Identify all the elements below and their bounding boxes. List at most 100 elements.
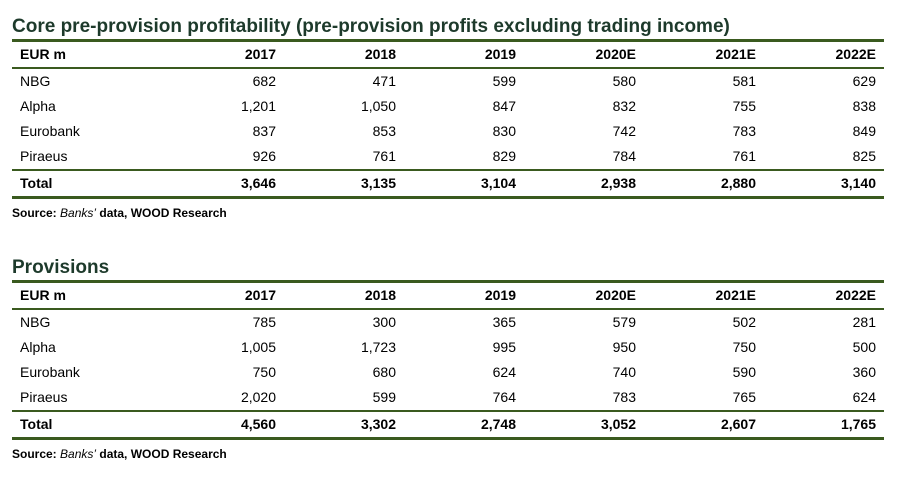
table-cell: 360 <box>852 364 876 380</box>
table-cell: 847 <box>492 98 516 114</box>
table-header-row: EUR m 2017 2018 2019 2020E 2021E 2022E <box>12 281 884 309</box>
profitability-table: EUR m 2017 2018 2019 2020E 2021E 2022E N… <box>12 39 884 199</box>
table-cell: 365 <box>492 314 516 330</box>
table-cell: 830 <box>492 123 516 139</box>
table-cell: 783 <box>732 123 756 139</box>
total-row: Total 3,646 3,135 3,104 2,938 2,880 3,14… <box>12 170 884 198</box>
row-label: NBG <box>20 73 51 89</box>
table-cell: 3,104 <box>480 175 516 191</box>
table-cell: 3,135 <box>360 175 396 191</box>
row-label: Alpha <box>20 339 56 355</box>
column-header: 2022E <box>835 46 876 62</box>
table-cell: 742 <box>612 123 636 139</box>
source-suffix: data, WOOD Research <box>96 206 227 220</box>
table-cell: 680 <box>372 364 396 380</box>
table-row: Alpha 1,005 1,723 995 950 750 500 <box>12 335 884 360</box>
table-cell: 2,880 <box>720 175 756 191</box>
table-cell: 765 <box>732 389 756 405</box>
column-header: 2019 <box>484 287 516 303</box>
table-cell: 502 <box>732 314 756 330</box>
table-row: NBG 785 300 365 579 502 281 <box>12 309 884 335</box>
provisions-section: Provisions EUR m 2017 2018 2019 2020E 20… <box>12 255 884 462</box>
table-cell: 995 <box>492 339 516 355</box>
profitability-section: Core pre-provision profitability (pre-pr… <box>12 14 884 221</box>
source-note: Source: Banks’ data, WOOD Research <box>12 205 884 221</box>
table-cell: 1,005 <box>240 339 276 355</box>
column-header: EUR m <box>20 46 66 62</box>
table-cell: 599 <box>372 389 396 405</box>
table-cell: 599 <box>492 73 516 89</box>
table-cell: 3,140 <box>840 175 876 191</box>
table-cell: 300 <box>372 314 396 330</box>
row-label: Total <box>20 416 53 432</box>
table-header-row: EUR m 2017 2018 2019 2020E 2021E 2022E <box>12 40 884 68</box>
table-cell: 629 <box>852 73 876 89</box>
table-cell: 1,050 <box>360 98 396 114</box>
table-cell: 500 <box>852 339 876 355</box>
table-cell: 1,201 <box>240 98 276 114</box>
table-cell: 1,765 <box>840 416 876 432</box>
profitability-table-title: Core pre-provision profitability (pre-pr… <box>12 16 730 37</box>
table-cell: 590 <box>732 364 756 380</box>
table-row: Piraeus 926 761 829 784 761 825 <box>12 144 884 170</box>
table-cell: 761 <box>732 148 756 164</box>
table-cell: 580 <box>612 73 636 89</box>
table-cell: 579 <box>612 314 636 330</box>
table-cell: 750 <box>732 339 756 355</box>
table-cell: 832 <box>612 98 636 114</box>
table-cell: 740 <box>612 364 636 380</box>
table-cell: 624 <box>852 389 876 405</box>
source-note: Source: Banks’ data, WOOD Research <box>12 446 884 462</box>
table-cell: 3,302 <box>360 416 396 432</box>
table-cell: 281 <box>852 314 876 330</box>
source-prefix: Source: <box>12 447 61 461</box>
table-row: Piraeus 2,020 599 764 783 765 624 <box>12 385 884 411</box>
column-header: 2022E <box>835 287 876 303</box>
row-label: Alpha <box>20 98 56 114</box>
table-row: NBG 682 471 599 580 581 629 <box>12 68 884 94</box>
table-cell: 755 <box>732 98 756 114</box>
row-label: Total <box>20 175 53 191</box>
source-italic: Banks’ <box>60 206 97 220</box>
table-cell: 2,607 <box>720 416 756 432</box>
provisions-table-title: Provisions <box>12 257 110 278</box>
row-label: Piraeus <box>20 148 68 164</box>
table-cell: 3,052 <box>600 416 636 432</box>
source-italic: Banks’ <box>60 447 97 461</box>
total-row: Total 4,560 3,302 2,748 3,052 2,607 1,76… <box>12 411 884 439</box>
column-header: 2020E <box>595 46 636 62</box>
column-header: EUR m <box>20 287 66 303</box>
table-cell: 4,560 <box>240 416 276 432</box>
table-cell: 761 <box>372 148 396 164</box>
column-header: 2019 <box>484 46 516 62</box>
column-header: 2020E <box>595 287 636 303</box>
table-cell: 829 <box>492 148 516 164</box>
table-cell: 682 <box>252 73 276 89</box>
table-cell: 764 <box>492 389 516 405</box>
table-cell: 783 <box>612 389 636 405</box>
row-label: Eurobank <box>20 123 80 139</box>
table-cell: 2,020 <box>240 389 276 405</box>
table-cell: 950 <box>612 339 636 355</box>
table-cell: 581 <box>732 73 756 89</box>
table-cell: 849 <box>852 123 876 139</box>
table-cell: 750 <box>252 364 276 380</box>
table-cell: 624 <box>492 364 516 380</box>
table-cell: 2,748 <box>480 416 516 432</box>
column-header: 2018 <box>364 287 396 303</box>
table-cell: 838 <box>852 98 876 114</box>
table-cell: 837 <box>252 123 276 139</box>
table-row: Alpha 1,201 1,050 847 832 755 838 <box>12 94 884 119</box>
column-header: 2021E <box>715 46 756 62</box>
row-label: NBG <box>20 314 51 330</box>
row-label: Piraeus <box>20 389 68 405</box>
table-row: Eurobank 837 853 830 742 783 849 <box>12 119 884 144</box>
column-header: 2018 <box>364 46 396 62</box>
source-suffix: data, WOOD Research <box>96 447 227 461</box>
table-cell: 784 <box>612 148 636 164</box>
row-label: Eurobank <box>20 364 80 380</box>
table-cell: 853 <box>372 123 396 139</box>
column-header: 2017 <box>244 46 276 62</box>
table-cell: 2,938 <box>600 175 636 191</box>
column-header: 2017 <box>244 287 276 303</box>
